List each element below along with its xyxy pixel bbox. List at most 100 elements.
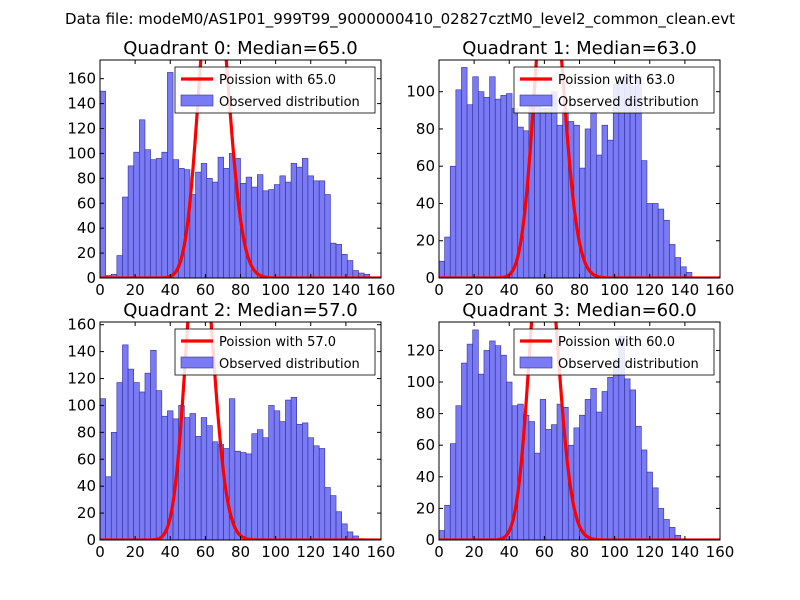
- x-tick-label: 40: [161, 543, 180, 561]
- histogram-bar: [307, 437, 314, 540]
- histogram-bar: [461, 67, 468, 278]
- histogram-bar: [195, 171, 202, 278]
- histogram-bar: [257, 429, 264, 540]
- x-tick-label: 40: [161, 281, 180, 299]
- histogram-bar: [251, 186, 258, 278]
- histogram-bar: [285, 399, 292, 540]
- histogram-bar: [262, 437, 269, 540]
- histogram-bar: [629, 389, 637, 540]
- y-tick-label: 120: [67, 120, 96, 138]
- histogram-bar: [262, 190, 269, 278]
- y-tick-label: 80: [416, 405, 435, 423]
- x-tick-label: 160: [367, 543, 396, 561]
- histogram-bar: [624, 378, 631, 540]
- y-tick-label: 60: [77, 194, 96, 212]
- x-tick-label: 20: [126, 543, 145, 561]
- histogram-bar: [545, 108, 552, 278]
- legend: Poission with 63.0 Observed distribution: [513, 66, 715, 114]
- legend-label-observed: Observed distribution: [558, 357, 699, 372]
- x-tick-label: 140: [332, 281, 361, 299]
- histogram-bar: [144, 372, 151, 540]
- y-tick-label: 100: [406, 83, 435, 101]
- histogram-bar: [296, 423, 303, 540]
- y-tick-label: 120: [406, 341, 435, 359]
- histogram-bar: [556, 124, 563, 278]
- histogram-bar: [449, 165, 457, 278]
- histogram-bar: [100, 90, 106, 278]
- histogram-bar: [155, 158, 163, 278]
- panel-quadrant-0: Quadrant 0: Median=65.0 0 20 40 60 80 100 120 14…: [67, 38, 395, 299]
- histogram-bar: [195, 436, 202, 540]
- histogram-bar: [607, 376, 614, 540]
- panel-quadrant-2: Quadrant 2: Median=57.0 0 20 40 60 80 100 120 14…: [67, 300, 396, 561]
- x-tick-label: 40: [500, 543, 519, 561]
- histogram-bar: [324, 487, 331, 540]
- histogram-bar: [539, 399, 547, 540]
- histogram-bar: [110, 432, 118, 540]
- histogram-bar: [139, 391, 146, 540]
- histogram-bar: [449, 443, 457, 540]
- x-tick-label: 60: [196, 543, 215, 561]
- histogram-bar: [318, 180, 326, 278]
- histogram-bar: [478, 373, 485, 540]
- histogram-bar: [240, 452, 247, 540]
- histogram-bar: [212, 441, 219, 540]
- histogram-bar: [629, 85, 637, 278]
- histogram-bar: [302, 422, 309, 540]
- histogram-bar: [607, 139, 614, 278]
- y-tick-label: 100: [67, 396, 96, 414]
- histogram-bar: [290, 397, 297, 540]
- histogram-bar: [341, 254, 348, 278]
- panel-title: Quadrant 1: Median=63.0: [462, 38, 697, 59]
- y-tick-label: 40: [77, 219, 96, 237]
- x-tick-label: 140: [671, 543, 700, 561]
- y-tick-label: 40: [416, 194, 435, 212]
- histogram-bar: [534, 452, 541, 540]
- y-tick-label: 100: [67, 144, 96, 162]
- y-tick-label: 160: [67, 316, 96, 334]
- y-tick-label: 40: [416, 468, 435, 486]
- histogram-bar: [663, 519, 670, 540]
- histogram-bar: [646, 471, 653, 540]
- histogram-bar: [646, 203, 653, 278]
- y-tick-label: 20: [416, 232, 435, 250]
- histogram-bar: [217, 156, 224, 278]
- legend-label-observed: Observed distribution: [219, 357, 360, 372]
- histogram-bar: [669, 244, 676, 278]
- y-tick-label: 140: [67, 343, 96, 361]
- x-tick-label: 0: [434, 281, 444, 299]
- histogram-bar: [641, 160, 648, 278]
- histogram-bar: [461, 362, 468, 540]
- legend-bar-swatch: [180, 94, 214, 107]
- histogram-bar: [444, 504, 451, 540]
- x-tick-label: 60: [535, 281, 554, 299]
- x-tick-label: 20: [465, 281, 484, 299]
- x-tick-label: 140: [332, 543, 361, 561]
- histogram-bar: [455, 405, 462, 540]
- histogram-bar: [139, 119, 146, 278]
- x-tick-label: 120: [635, 281, 664, 299]
- histogram-bar: [324, 194, 331, 278]
- histogram-bar: [116, 255, 123, 278]
- x-tick-label: 160: [706, 281, 735, 299]
- histogram-bar: [155, 390, 163, 540]
- histogram-bar: [551, 424, 558, 540]
- legend-label-poisson: Poission with 60.0: [558, 335, 675, 350]
- histogram-bar: [335, 244, 342, 278]
- histogram-bar: [506, 93, 513, 278]
- histogram-bar: [528, 421, 535, 540]
- histogram-bar: [189, 413, 196, 540]
- histogram-bar: [346, 260, 354, 278]
- histogram-bar: [506, 381, 513, 540]
- x-tick-label: 80: [570, 281, 589, 299]
- histogram-bar: [483, 96, 490, 278]
- histogram-bar: [161, 151, 168, 278]
- histogram-bar: [579, 414, 586, 540]
- x-tick-label: 0: [434, 543, 444, 561]
- histogram-bar: [335, 511, 342, 540]
- histogram-bar: [590, 388, 597, 540]
- x-tick-label: 80: [231, 281, 250, 299]
- histogram-bar: [494, 98, 502, 278]
- histogram-bar: [500, 95, 507, 278]
